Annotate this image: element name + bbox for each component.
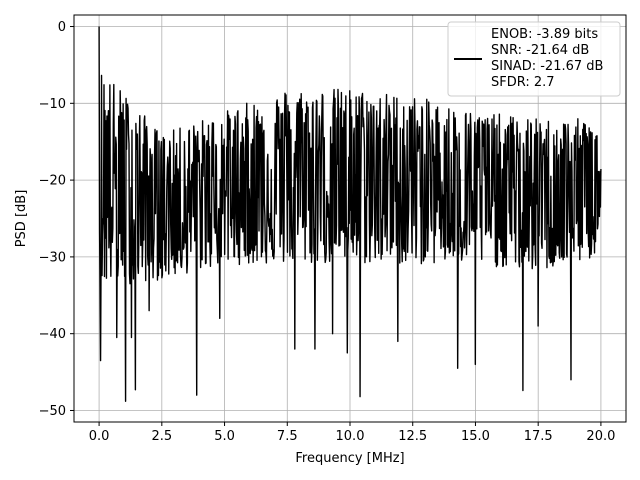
y-tick-label: 0 (58, 20, 66, 35)
legend-text-sfdr: SFDR: 2.7 (491, 75, 555, 90)
x-tick-label: 2.5 (151, 429, 172, 444)
x-tick-label: 17.5 (524, 429, 553, 444)
legend-text-sinad: SINAD: -21.67 dB (491, 59, 603, 74)
y-tick-label: −40 (39, 327, 66, 342)
y-tick-label: −20 (39, 174, 66, 189)
x-tick-label: 12.5 (398, 429, 427, 444)
x-tick-label: 7.5 (277, 429, 298, 444)
x-tick-label: 10.0 (336, 429, 365, 444)
x-axis-label: Frequency [MHz] (295, 451, 404, 466)
y-axis-label: PSD [dB] (14, 190, 29, 248)
y-axis-ticks: 0 −10 −20 −30 −40 −50 (39, 20, 74, 419)
x-tick-label: 20.0 (586, 429, 615, 444)
x-tick-label: 0.0 (89, 429, 110, 444)
psd-trace (98, 26, 602, 402)
x-axis-ticks: 0.0 2.5 5.0 7.5 10.0 12.5 15.0 17.5 20.0 (89, 422, 615, 444)
y-tick-label: −50 (39, 404, 66, 419)
legend-box (447, 21, 621, 97)
legend: ENOB: -3.89 bits SNR: -21.64 dB SINAD: -… (447, 21, 621, 97)
x-tick-label: 15.0 (461, 429, 490, 444)
legend-text-snr: SNR: -21.64 dB (491, 43, 589, 58)
y-tick-label: −10 (39, 97, 66, 112)
x-tick-label: 5.0 (214, 429, 235, 444)
plot-area (98, 26, 602, 402)
y-tick-label: −30 (39, 250, 66, 265)
legend-text-enob: ENOB: -3.89 bits (491, 27, 598, 42)
